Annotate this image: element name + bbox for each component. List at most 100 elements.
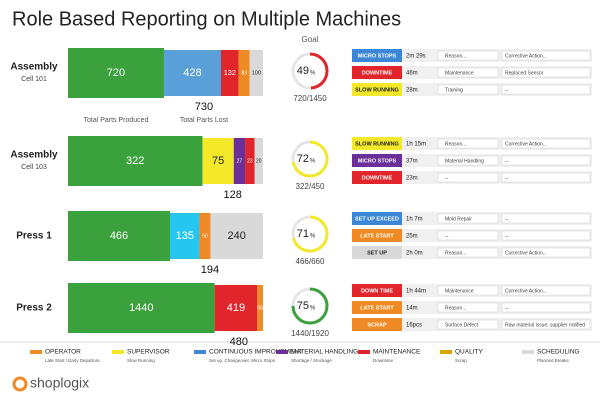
legend-swatch <box>276 350 288 354</box>
lost-total: 128 <box>224 189 242 201</box>
produced-bar <box>68 283 215 333</box>
produced-bar <box>68 136 203 186</box>
legend-swatch <box>358 350 370 354</box>
legend-sub: Shortage / Stockage <box>291 358 332 363</box>
lost-total: 730 <box>195 101 213 113</box>
lost-segment <box>163 50 222 96</box>
legend-label: QUALITY <box>455 349 483 356</box>
gauge-percent: 72 <box>297 153 309 165</box>
reason-field <box>437 230 499 241</box>
lost-segment <box>254 138 263 184</box>
lost-value: 56 <box>257 305 263 311</box>
page-title: Role Based Reporting on Multiple Machine… <box>12 8 401 30</box>
lost-value: 83 <box>241 70 247 76</box>
produced-value: 322 <box>126 155 144 167</box>
event-tag <box>352 229 402 242</box>
event-tag <box>352 171 402 184</box>
gauge-arc <box>291 287 329 325</box>
event-action: Replaced Sensor <box>505 70 544 76</box>
lost-value: 135 <box>176 230 194 242</box>
event-reason: Reason... <box>445 250 466 256</box>
legend-swatch <box>194 350 206 354</box>
event-reason: Training <box>445 87 463 93</box>
lost-caption: Total Parts Lost <box>180 117 228 124</box>
lost-value: 20 <box>256 158 262 164</box>
reason-field <box>437 84 499 95</box>
action-field <box>501 319 591 330</box>
event-action: Corrective Action... <box>505 53 547 59</box>
event-action: -- <box>505 175 509 181</box>
reason-field <box>437 285 499 296</box>
event-tag-label: LATE START <box>360 305 394 311</box>
machine-name: Press 1 <box>16 231 52 242</box>
event-tag <box>352 49 402 62</box>
gauge-ratio: 720/1450 <box>293 94 327 103</box>
event-duration: 1h 44m <box>406 289 426 295</box>
event-tag-label: SLOW RUNNING <box>355 141 399 147</box>
gauge-ratio: 466/660 <box>296 257 325 266</box>
action-field <box>501 285 591 296</box>
event-tag <box>352 301 402 314</box>
reason-field <box>437 319 499 330</box>
event-tag-label: MICRO STOPS <box>358 53 397 59</box>
event-duration: 1h 15m <box>406 142 426 148</box>
reason-field <box>437 247 499 258</box>
event-duration: 16pcs <box>406 323 422 329</box>
action-field <box>501 247 591 258</box>
event-action: Corrective Action... <box>505 288 547 294</box>
legend-swatch <box>440 350 452 354</box>
event-tag-label: DOWN TIME <box>361 288 393 294</box>
event-tag-label: SET UP EXCEED <box>355 216 399 222</box>
reason-field <box>437 302 499 313</box>
lost-value: 27 <box>237 158 243 164</box>
gauge-ratio: 322/450 <box>296 182 325 191</box>
event-reason: -- <box>445 175 449 181</box>
event-duration: 28m <box>406 88 418 94</box>
lost-segment <box>238 50 250 96</box>
reason-field <box>437 172 499 183</box>
action-field <box>501 213 591 224</box>
legend-label: OPERATOR <box>45 349 81 356</box>
machine-cell: Cell 101 <box>21 76 47 83</box>
gauge-arc <box>291 140 329 178</box>
lost-segment <box>199 213 211 259</box>
event-action: Corrective Action... <box>505 141 547 147</box>
machine-name: Press 2 <box>16 303 52 314</box>
event-tag-label: DOWNTIME <box>362 70 393 76</box>
event-tag <box>352 83 402 96</box>
lost-segment <box>245 138 255 184</box>
lost-value: 75 <box>212 155 224 167</box>
event-duration: 46m <box>406 71 418 77</box>
gauge-ratio: 1440/1920 <box>291 329 329 338</box>
lost-total: 480 <box>230 336 248 348</box>
event-reason: -- <box>445 233 449 239</box>
event-reason: Maintenance <box>445 288 474 294</box>
produced-value: 720 <box>107 67 125 79</box>
legend-sub: Scrap <box>455 358 467 363</box>
action-field <box>501 230 591 241</box>
event-tag-label: SLOW RUNNING <box>355 87 399 93</box>
event-tag <box>352 212 402 225</box>
action-field <box>501 155 591 166</box>
event-action: -- <box>505 158 509 164</box>
event-duration: 2m 29s <box>406 54 426 60</box>
gauge-arc <box>291 215 329 253</box>
lost-total: 194 <box>201 264 219 276</box>
lost-segment <box>202 138 234 184</box>
logo-icon <box>12 376 28 392</box>
action-field <box>501 138 591 149</box>
reason-field <box>437 67 499 78</box>
event-action: Corrective Action... <box>505 250 547 256</box>
event-reason: Reason... <box>445 305 466 311</box>
legend-swatch <box>522 350 534 354</box>
event-tag-label: SCRAP <box>367 322 387 328</box>
event-tag-label: MICRO STOPS <box>358 158 397 164</box>
legend-sub: Late Start / Early Departure <box>45 358 100 363</box>
lost-value: 132 <box>224 68 236 77</box>
legend-sub: Slow Running <box>127 358 155 363</box>
event-reason: Reason... <box>445 53 466 59</box>
event-duration: 1h 7m <box>406 217 423 223</box>
gauge-percent: 71 <box>297 228 309 240</box>
lost-value: 50 <box>202 233 208 239</box>
